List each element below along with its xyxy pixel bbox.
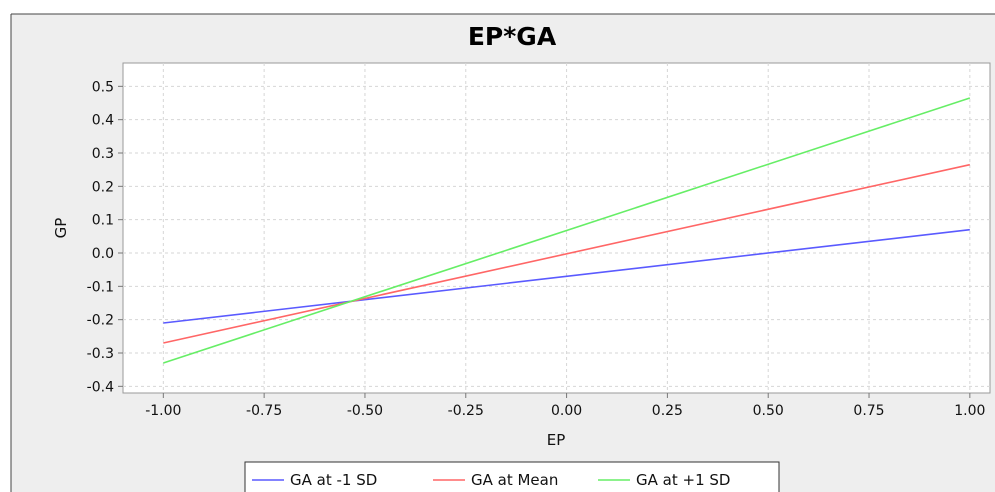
x-axis-label: EP [547,431,566,449]
x-tick-label: -1.00 [145,403,181,419]
x-tick-label: 0.75 [853,403,884,419]
series-line-1 [163,228,970,324]
x-tick-label: -0.75 [246,403,282,419]
legend-label-1: GA at -1 SD [290,471,377,489]
series-line-3 [163,97,971,364]
plot-area [122,62,991,394]
legend-label-2: GA at Mean [471,471,558,489]
y-tick-label: 0.4 [92,113,114,129]
y-tick-label: 0.3 [92,146,114,162]
legend: GA at -1 SD GA at Mean GA at +1 SD [244,461,780,492]
y-tick-label: -0.3 [87,346,114,362]
y-tick-label: -0.4 [87,379,114,395]
x-tick-label: 0.50 [753,403,784,419]
y-tick-label: -0.1 [87,279,114,295]
x-tick-label: -0.50 [347,403,383,419]
y-tick-label: 0.1 [92,213,114,229]
y-tick-label: 0.0 [92,246,114,262]
y-tick-label: 0.5 [92,79,114,95]
x-tick-label: 0.00 [551,403,582,419]
y-axis-ticks: -0.4 -0.3 -0.2 -0.1 0.0 0.1 0.2 0.3 0.4 0.5 [87,79,123,395]
y-tick-label: -0.2 [87,313,114,329]
legend-label-3: GA at +1 SD [636,471,730,489]
y-axis-label: GP [52,218,70,239]
x-tick-label: 0.25 [652,403,683,419]
chart-title: EP*GA [468,22,557,51]
legend-box [244,461,780,492]
series-line-2 [163,163,971,344]
y-tick-label: 0.2 [92,179,114,195]
x-axis-ticks: -1.00 -0.75 -0.50 -0.25 0.00 0.25 0.50 0.75 1.00 [145,393,985,419]
x-tick-label: -0.25 [448,403,484,419]
x-tick-label: 1.00 [954,403,985,419]
series-lines [163,97,971,364]
